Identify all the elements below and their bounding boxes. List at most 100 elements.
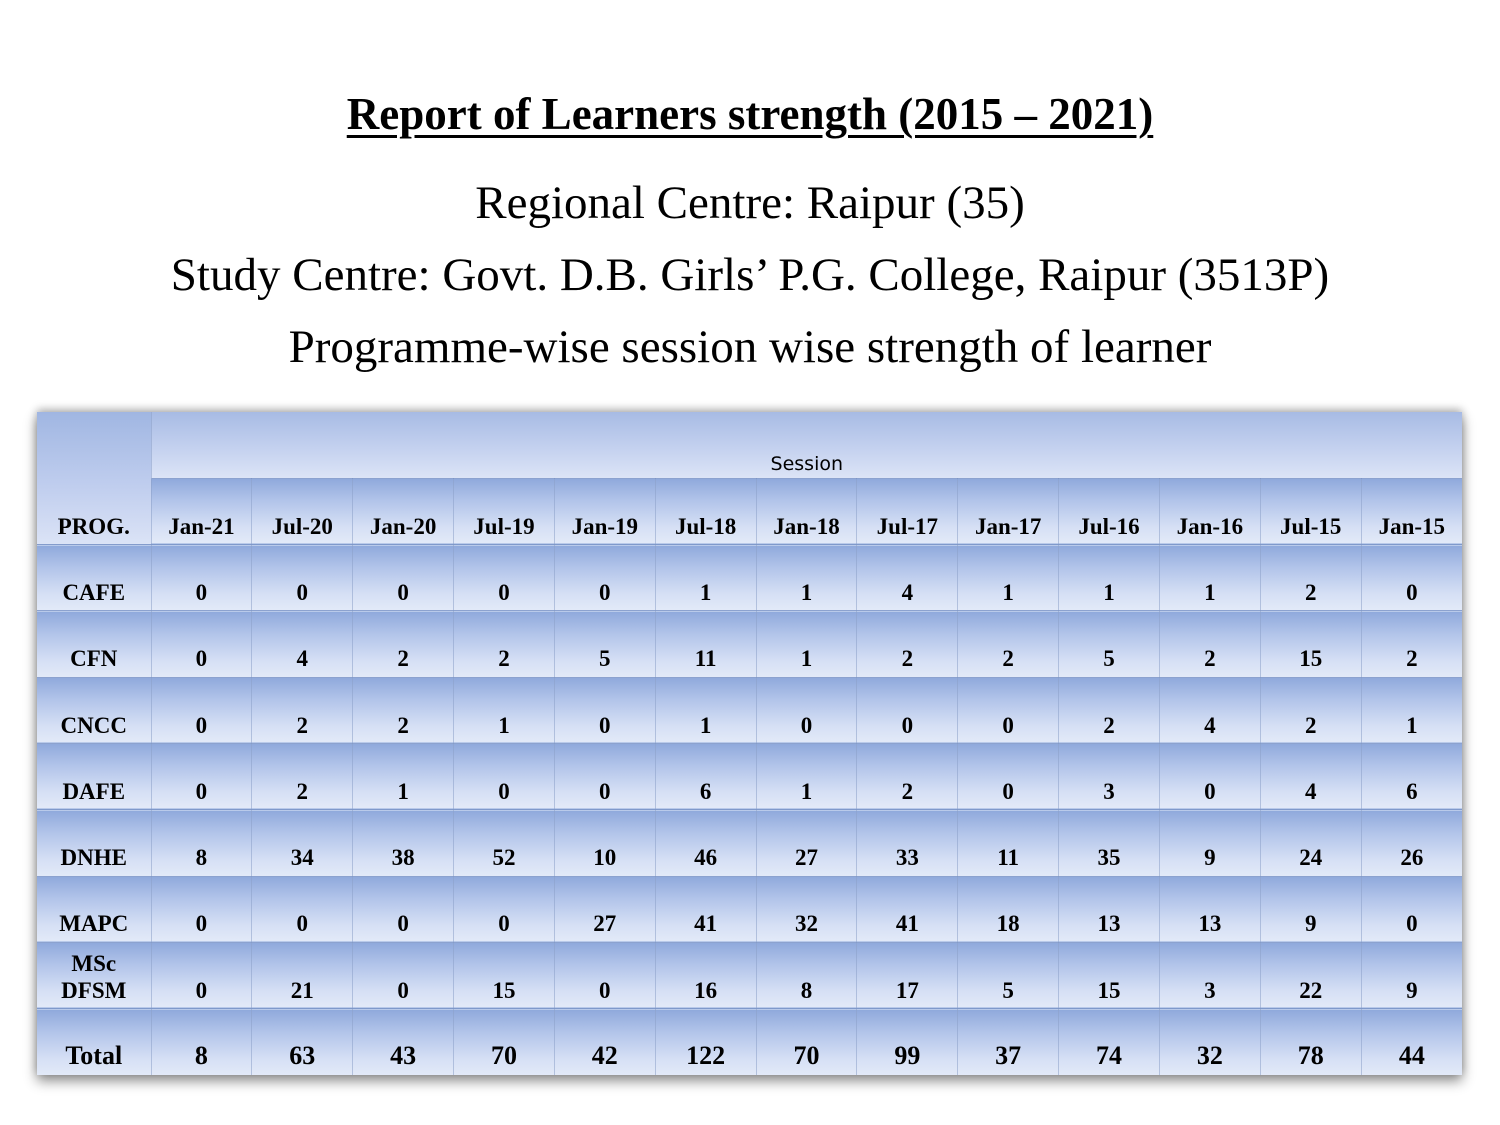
- strength-value: 4: [251, 610, 354, 678]
- strength-value: 33: [856, 809, 959, 877]
- strength-value: 0: [453, 544, 555, 612]
- strength-value: 16: [655, 942, 757, 1010]
- strength-value: 22: [1260, 942, 1362, 1010]
- strength-value: 2: [957, 610, 1060, 678]
- strength-value: 35: [1058, 809, 1160, 877]
- strength-value: 0: [1159, 743, 1261, 811]
- strength-value: 52: [453, 809, 555, 877]
- session-label: Jan-18: [756, 478, 858, 546]
- strength-value: 1: [1058, 544, 1160, 612]
- strength-value: 1: [957, 544, 1060, 612]
- strength-value: 2: [251, 743, 354, 811]
- table-description: Programme-wise session wise strength of …: [288, 321, 1212, 373]
- strength-value: 0: [453, 743, 555, 811]
- strength-value: 11: [655, 610, 757, 678]
- strength-value: 15: [453, 942, 555, 1010]
- strength-value: 34: [251, 809, 354, 877]
- strength-value: 0: [957, 677, 1060, 744]
- strength-value: 0: [554, 743, 656, 811]
- report-title: Report of Learners strength (2015 – 2021…: [346, 89, 1154, 139]
- programme-name: CFN: [37, 610, 152, 678]
- strength-value: 2: [251, 677, 354, 744]
- strength-value: 0: [453, 876, 555, 943]
- table-row: MAPC 0 0 0 0 27 41 32 41 18 13 13 9 0: [37, 876, 1463, 943]
- total-value: 42: [554, 1008, 656, 1075]
- session-header-row: PROG. Session: [37, 412, 1463, 546]
- strength-value: 18: [957, 876, 1060, 943]
- strength-value: 38: [352, 809, 455, 877]
- strength-value: 32: [756, 876, 858, 943]
- strength-value: 1: [756, 544, 858, 612]
- table-row: DNHE 8 34 38 52 10 46 27 33 11 35 9 24 26: [37, 809, 1463, 877]
- strength-value: 2: [856, 610, 959, 678]
- strength-value: 1: [655, 677, 757, 744]
- total-label: Total: [37, 1008, 152, 1075]
- strength-value: 26: [1361, 809, 1463, 877]
- strength-table-container: PROG. Session Jan-21 Jul-20 Jan-20 Jul-19 Jan-…: [37, 412, 1463, 1075]
- strength-value: 4: [1260, 743, 1362, 811]
- strength-value: 1: [655, 544, 757, 612]
- strength-value: 0: [151, 610, 253, 678]
- strength-value: 0: [856, 677, 959, 744]
- strength-value: 0: [1361, 544, 1463, 612]
- strength-value: 1: [756, 610, 858, 678]
- session-label: Jan-17: [957, 478, 1060, 546]
- strength-value: 0: [554, 544, 656, 612]
- strength-value: 21: [251, 942, 354, 1010]
- strength-value: 5: [1058, 610, 1160, 678]
- strength-value: 11: [957, 809, 1060, 877]
- total-value: 32: [1159, 1008, 1261, 1075]
- programme-name: MAPC: [37, 876, 152, 943]
- total-value: 37: [957, 1008, 1060, 1075]
- strength-value: 0: [352, 876, 455, 943]
- strength-value: 8: [756, 942, 858, 1010]
- prog-header: PROG.: [37, 412, 152, 546]
- strength-value: 2: [856, 743, 959, 811]
- strength-value: 6: [655, 743, 757, 811]
- strength-value: 15: [1058, 942, 1160, 1010]
- programme-name: DAFE: [37, 743, 152, 811]
- session-label: Jul-19: [453, 478, 555, 546]
- strength-value: 1: [352, 743, 455, 811]
- strength-value: 0: [352, 942, 455, 1010]
- programme-name: CAFE: [37, 544, 152, 612]
- strength-value: 0: [957, 743, 1060, 811]
- strength-value: 1: [756, 743, 858, 811]
- session-label: Jan-15: [1361, 478, 1463, 546]
- strength-value: 41: [856, 876, 959, 943]
- strength-value: 2: [1361, 610, 1463, 678]
- strength-value: 27: [756, 809, 858, 877]
- session-label: Jul-15: [1260, 478, 1362, 546]
- total-value: 70: [756, 1008, 858, 1075]
- session-label: Jul-17: [856, 478, 959, 546]
- total-row: Total 8 63 43 70 42 122 70 99 37 74 32 78 44: [37, 1008, 1463, 1075]
- total-value: 63: [251, 1008, 354, 1075]
- table-row: MSc DFSM 0 21 0 15 0 16 8 17 5 15 3 22 9: [37, 942, 1463, 1010]
- programme-name: MSc DFSM: [37, 942, 152, 1010]
- strength-value: 46: [655, 809, 757, 877]
- study-centre: Study Centre: Govt. D.B. Girls’ P.G. Col…: [170, 249, 1330, 301]
- strength-value: 2: [352, 610, 455, 678]
- programme-name: DNHE: [37, 809, 152, 877]
- strength-value: 3: [1058, 743, 1160, 811]
- strength-value: 2: [1159, 610, 1261, 678]
- strength-value: 4: [856, 544, 959, 612]
- strength-value: 9: [1260, 876, 1362, 943]
- strength-value: 2: [1260, 677, 1362, 744]
- strength-value: 0: [151, 876, 253, 943]
- total-value: 122: [655, 1008, 757, 1075]
- strength-value: 0: [251, 876, 354, 943]
- table-row: CNCC 0 2 2 1 0 1 0 0 0 2 4 2 1: [37, 677, 1463, 744]
- strength-value: 0: [1361, 876, 1463, 943]
- session-label: Jul-20: [251, 478, 354, 546]
- strength-value: 0: [251, 544, 354, 612]
- strength-value: 41: [655, 876, 757, 943]
- strength-value: 1: [1159, 544, 1261, 612]
- total-value: 43: [352, 1008, 455, 1075]
- session-label: Jan-20: [352, 478, 455, 546]
- strength-value: 0: [554, 677, 656, 744]
- regional-centre: Regional Centre: Raipur (35): [475, 177, 1025, 229]
- session-label: Jan-16: [1159, 478, 1261, 546]
- strength-value: 17: [856, 942, 959, 1010]
- strength-value: 0: [151, 743, 253, 811]
